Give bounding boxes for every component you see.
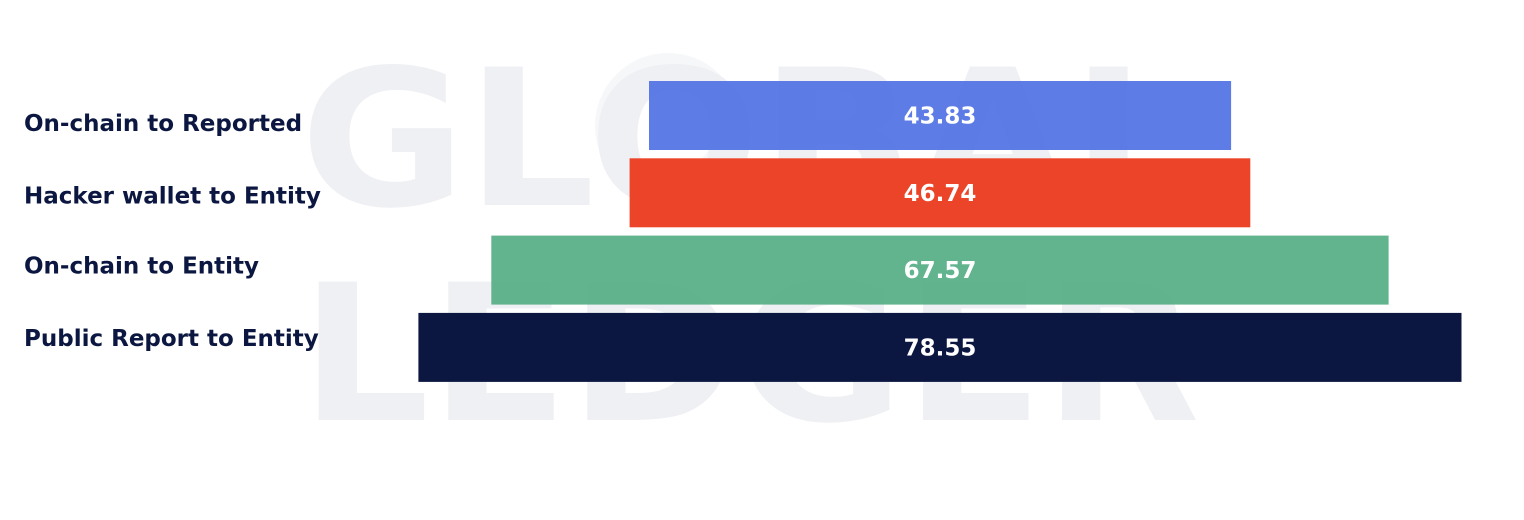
bar-4 (418, 312, 1462, 382)
bar-group (418, 81, 1462, 382)
value-labels: 43.83 46.74 67.57 78.55 (904, 104, 977, 362)
bar-2 (629, 158, 1251, 228)
category-label-1: On-chain to Reported (24, 111, 302, 137)
bar-value-label-3: 67.57 (904, 258, 977, 284)
bar-3 (491, 235, 1389, 305)
category-labels: On-chain to Reported Hacker wallet to Ent… (24, 111, 321, 352)
category-label-4: Public Report to Entity (24, 326, 319, 352)
category-label-2: Hacker wallet to Entity (24, 183, 321, 209)
bar-value-label-4: 78.55 (904, 335, 977, 361)
bar-value-label-2: 46.74 (904, 181, 977, 207)
bar-value-label-1: 43.83 (904, 104, 977, 130)
bar-1 (649, 81, 1232, 150)
category-label-3: On-chain to Entity (24, 254, 259, 280)
